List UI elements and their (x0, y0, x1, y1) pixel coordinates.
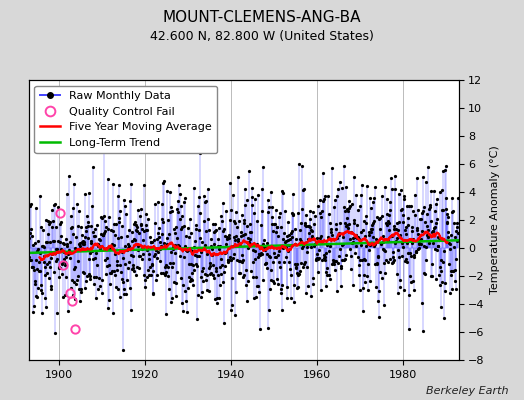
Legend: Raw Monthly Data, Quality Control Fail, Five Year Moving Average, Long-Term Tren: Raw Monthly Data, Quality Control Fail, … (35, 86, 217, 153)
Text: MOUNT-CLEMENS-ANG-BA: MOUNT-CLEMENS-ANG-BA (163, 10, 361, 25)
Y-axis label: Temperature Anomaly (°C): Temperature Anomaly (°C) (490, 146, 500, 294)
Text: 42.600 N, 82.800 W (United States): 42.600 N, 82.800 W (United States) (150, 30, 374, 43)
Text: Berkeley Earth: Berkeley Earth (426, 386, 508, 396)
